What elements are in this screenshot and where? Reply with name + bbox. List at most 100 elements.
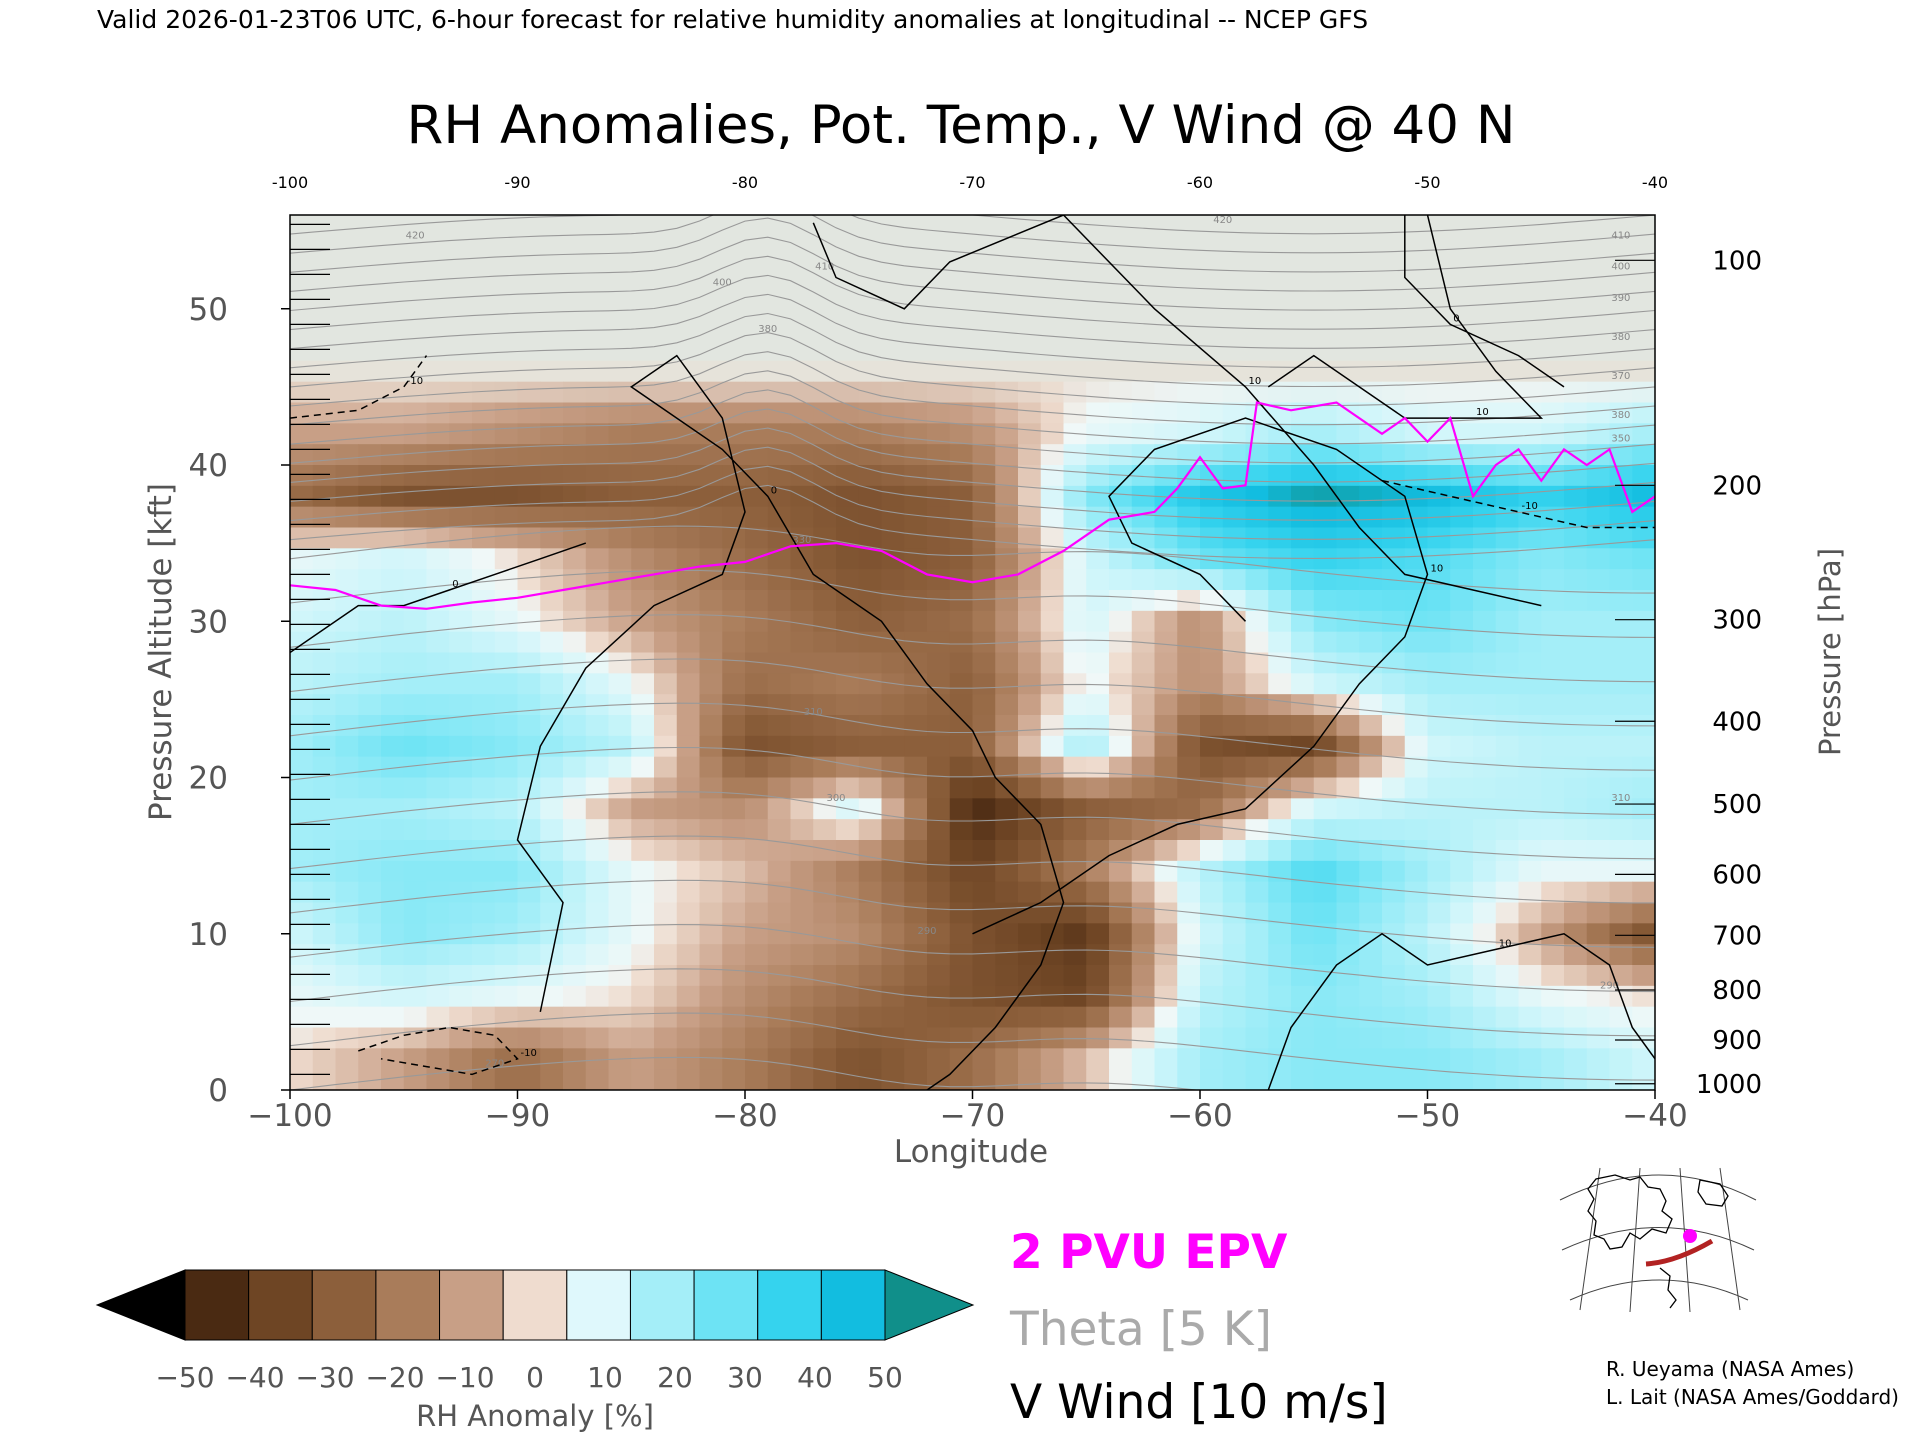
- rh-cell: [563, 548, 587, 570]
- rh-cell: [1404, 902, 1429, 924]
- rh-cell: [1632, 985, 1655, 1008]
- rh-cell: [1473, 1048, 1497, 1070]
- rh-cell: [449, 506, 473, 529]
- rh-cell: [676, 1027, 701, 1049]
- rh-cell: [1018, 777, 1042, 799]
- rh-cell: [1518, 610, 1542, 633]
- rh-cell: [1018, 569, 1042, 591]
- rh-cell: [972, 1069, 996, 1090]
- rh-cell: [358, 360, 382, 383]
- rh-cell: [1063, 923, 1087, 945]
- rh-cell: [312, 360, 337, 383]
- rh-cell: [585, 694, 610, 716]
- rh-cell: [1018, 840, 1042, 862]
- rh-cell: [608, 631, 632, 654]
- rh-cell: [312, 840, 337, 862]
- rh-cell: [1245, 1027, 1269, 1049]
- rh-cell: [1359, 673, 1383, 695]
- rh-cell: [1291, 360, 1315, 383]
- rh-cell: [1222, 840, 1247, 862]
- rh-cell: [722, 360, 746, 383]
- rh-cell: [335, 548, 359, 570]
- rh-cell: [927, 548, 951, 570]
- rh-cell: [1495, 256, 1520, 279]
- theta-contour: [290, 236, 1655, 311]
- rh-cell: [881, 944, 905, 966]
- rh-cell: [1154, 569, 1178, 591]
- rh-cell: [335, 902, 359, 924]
- rh-cell: [722, 902, 746, 924]
- rh-cell: [1564, 694, 1588, 716]
- rh-cell: [1541, 444, 1565, 466]
- rh-cell: [1382, 235, 1406, 258]
- rh-cell: [813, 715, 837, 737]
- rh-cell: [1359, 506, 1383, 529]
- rh-cell: [1018, 319, 1042, 341]
- rh-cell: [1632, 694, 1655, 716]
- rh-cell: [1109, 923, 1133, 945]
- rh-cell: [904, 298, 928, 320]
- rh-cell: [1086, 735, 1110, 758]
- rh-cell: [1427, 548, 1451, 570]
- rh-cell: [1473, 965, 1497, 987]
- rh-cell: [540, 777, 564, 799]
- top-x-tick-label: -100: [272, 173, 308, 192]
- rh-cell: [517, 506, 541, 529]
- rh-cell: [585, 923, 610, 945]
- rh-cell: [335, 235, 359, 258]
- rh-cell: [1473, 548, 1497, 570]
- rh-cell: [1473, 590, 1497, 612]
- rh-cell: [1632, 881, 1655, 904]
- rh-cell: [949, 402, 974, 424]
- rh-cell: [1040, 1027, 1065, 1049]
- colorbar-tick-label: 0: [526, 1361, 544, 1394]
- rh-cell: [949, 423, 974, 445]
- rh-cell: [472, 985, 496, 1008]
- rh-cell: [1632, 548, 1655, 570]
- rh-cell: [1040, 381, 1065, 404]
- rh-cell: [767, 735, 792, 758]
- rh-cell: [1382, 735, 1406, 758]
- rh-cell: [676, 819, 701, 841]
- rh-cell: [1200, 715, 1224, 737]
- rh-cell: [1109, 256, 1133, 279]
- rh-cell: [1018, 610, 1042, 633]
- rh-cell: [1018, 1069, 1042, 1090]
- rh-cell: [881, 235, 905, 258]
- rh-cell: [790, 423, 814, 445]
- rh-cell: [1609, 485, 1633, 508]
- rh-cell: [1404, 1048, 1429, 1070]
- rh-cell: [335, 1069, 359, 1090]
- rh-cell: [904, 215, 928, 237]
- rh-cell: [449, 944, 473, 966]
- rh-cell: [1518, 777, 1542, 799]
- rh-cell: [790, 548, 814, 570]
- rh-cell: [1336, 902, 1360, 924]
- rh-cell: [1313, 902, 1338, 924]
- rh-cell: [608, 402, 632, 424]
- rh-cell: [1632, 923, 1655, 945]
- rh-cell: [381, 673, 405, 695]
- rh-cell: [335, 402, 359, 424]
- rh-cell: [995, 798, 1019, 820]
- rh-cell: [1131, 902, 1156, 924]
- location-marker: [1683, 1229, 1697, 1243]
- rh-cell: [494, 610, 519, 633]
- rh-cell: [1632, 944, 1655, 966]
- rh-cell: [858, 694, 883, 716]
- rh-cell: [585, 1006, 610, 1029]
- rh-cell: [722, 569, 746, 591]
- rh-cell: [403, 1069, 428, 1090]
- rh-cell: [1268, 881, 1292, 904]
- rh-cell: [1495, 1006, 1520, 1029]
- theta-contour: [290, 569, 1655, 638]
- rh-cell: [381, 548, 405, 570]
- rh-cell: [631, 548, 655, 570]
- rh-cell: [858, 277, 883, 299]
- rh-cell: [1586, 381, 1611, 404]
- rh-cell: [585, 777, 610, 799]
- rh-cell: [745, 340, 769, 362]
- rh-cell: [540, 298, 564, 320]
- rh-cell: [1541, 965, 1565, 987]
- rh-cell: [1359, 985, 1383, 1008]
